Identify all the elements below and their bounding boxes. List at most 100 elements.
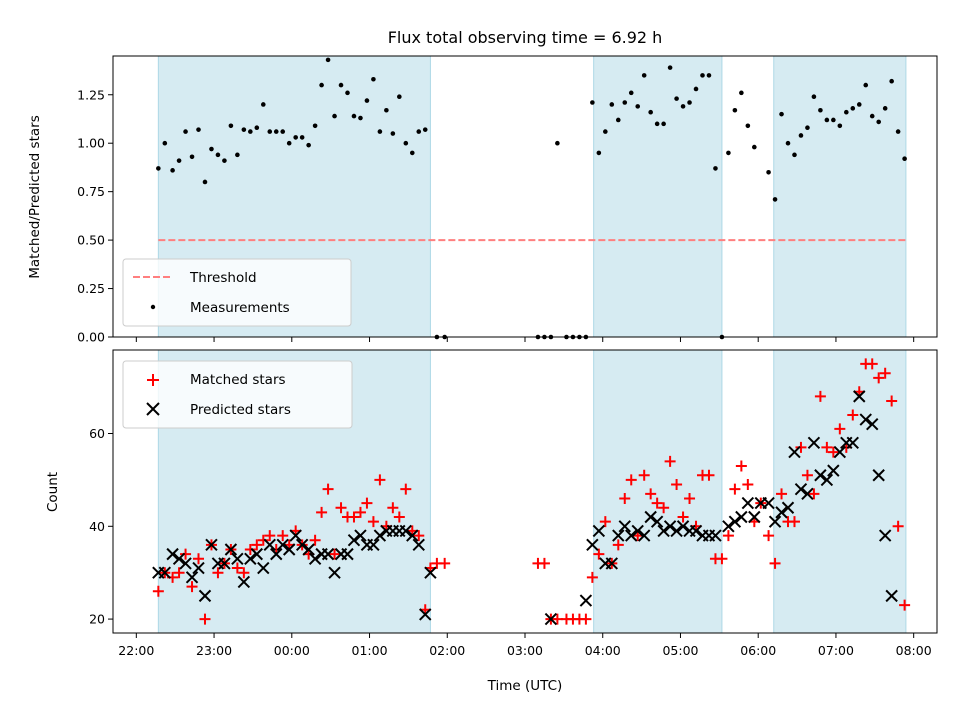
matched-star-point bbox=[316, 506, 328, 518]
measurement-point bbox=[811, 94, 817, 99]
matched-star-point bbox=[658, 502, 670, 514]
y-tick-label: 1.00 bbox=[77, 136, 105, 151]
chart-title: Flux total observing time = 6.92 h bbox=[388, 28, 663, 47]
matched-star-point bbox=[257, 534, 269, 546]
matched-star-point bbox=[244, 543, 256, 555]
measurement-point bbox=[345, 90, 350, 96]
predicted-star-point bbox=[728, 515, 742, 528]
predicted-star-point bbox=[347, 534, 361, 547]
observing-intervals bbox=[157, 349, 907, 634]
measurement-point bbox=[713, 166, 718, 171]
matched-star-point bbox=[199, 613, 211, 625]
matched-star-point bbox=[821, 441, 833, 453]
measurement-point bbox=[844, 109, 849, 115]
matched-star-point bbox=[677, 511, 689, 523]
measurement-point bbox=[805, 125, 810, 131]
matched-star-point bbox=[722, 530, 734, 542]
measurement-point bbox=[235, 152, 240, 158]
matched-star-point bbox=[866, 358, 878, 370]
count-y-axis-label: Count bbox=[45, 472, 61, 512]
measurement-point bbox=[622, 100, 628, 105]
y-tick-label: 0.25 bbox=[77, 281, 105, 296]
measurements-legend-label: Measurements bbox=[190, 300, 290, 316]
measurement-point bbox=[293, 135, 298, 140]
y-tick-label: 20 bbox=[89, 612, 105, 627]
measurement-point bbox=[850, 106, 856, 111]
matched-star-point bbox=[238, 567, 250, 579]
matched-star-point bbox=[329, 548, 341, 560]
predicted-star-point bbox=[846, 436, 859, 449]
matched-star-point bbox=[586, 571, 598, 583]
count-panel: 20 40 60 22:00 23:00 00:00 01:00 02:00 03:00 04:… bbox=[45, 349, 938, 694]
x-tick-label: 01:00 bbox=[352, 643, 388, 658]
predicted-star-point bbox=[302, 543, 315, 556]
measurement-point bbox=[609, 102, 615, 107]
measurement-point bbox=[183, 129, 188, 134]
measurement-point bbox=[889, 78, 894, 84]
ratio-y-axis: 0.00 0.25 0.50 0.75 1.00 1.25 bbox=[77, 87, 113, 345]
matched-star-point bbox=[180, 548, 192, 560]
measurements-legend-swatch bbox=[150, 304, 156, 310]
predicted-star-point bbox=[762, 496, 775, 510]
measurement-point bbox=[241, 127, 247, 132]
measurement-point bbox=[635, 104, 641, 109]
measurement-point bbox=[876, 119, 881, 125]
predicted-star-point bbox=[637, 529, 651, 542]
measurement-point bbox=[779, 111, 784, 117]
measurement-point bbox=[555, 140, 560, 146]
matched-star-point bbox=[361, 497, 373, 509]
measurement-point bbox=[286, 140, 292, 146]
matched-star-point bbox=[873, 372, 885, 384]
measurement-point bbox=[254, 125, 260, 131]
predicted-star-point bbox=[263, 538, 276, 552]
predicted-star-point bbox=[644, 510, 657, 524]
measurement-point bbox=[332, 113, 337, 119]
matched-star-point bbox=[212, 567, 224, 579]
predicted-legend-swatch bbox=[146, 402, 160, 416]
x-tick-label: 02:00 bbox=[429, 643, 465, 658]
measurement-point bbox=[260, 102, 266, 107]
x-axis-label: Time (UTC) bbox=[487, 678, 563, 694]
measurement-point bbox=[364, 98, 370, 103]
measurement-point bbox=[895, 129, 901, 134]
measurement-point bbox=[824, 117, 830, 123]
matched-star-point bbox=[619, 492, 631, 504]
predicted-star-point bbox=[218, 557, 231, 570]
predicted-star-point bbox=[579, 594, 593, 607]
predicted-star-point bbox=[244, 552, 257, 565]
measurement-point bbox=[726, 150, 731, 156]
y-tick-label: 0.75 bbox=[77, 184, 105, 199]
x-tick-label: 05:00 bbox=[662, 643, 698, 658]
ratio-legend-box bbox=[122, 258, 352, 327]
measurement-point bbox=[267, 129, 273, 134]
measurement-point bbox=[390, 131, 396, 136]
predicted-star-point bbox=[412, 538, 425, 552]
measurement-point bbox=[384, 107, 389, 113]
matched-star-point bbox=[735, 460, 747, 472]
measurement-point bbox=[377, 129, 383, 134]
observing-interval bbox=[773, 55, 907, 338]
predicted-star-point bbox=[788, 445, 801, 459]
predicted-star-point bbox=[172, 552, 186, 565]
matched-star-point bbox=[638, 469, 650, 481]
predicted-star-point bbox=[295, 538, 309, 552]
predicted-star-point bbox=[794, 482, 808, 496]
matched-star-point bbox=[612, 539, 624, 551]
predicted-star-point bbox=[709, 529, 722, 542]
measurement-point bbox=[273, 129, 279, 134]
matched-star-point bbox=[309, 534, 321, 546]
measurement-point bbox=[785, 140, 791, 146]
matched-star-point bbox=[651, 497, 663, 509]
measurement-point bbox=[680, 104, 686, 109]
matched-star-point bbox=[827, 446, 839, 458]
x-tick-label: 04:00 bbox=[585, 643, 621, 658]
measurement-point bbox=[397, 94, 402, 99]
predicted-star-point bbox=[605, 557, 619, 570]
observing-interval bbox=[593, 55, 723, 338]
matched-star-point bbox=[729, 483, 741, 495]
matched-star-point bbox=[879, 367, 891, 379]
predicted-star-point bbox=[735, 510, 748, 524]
measurement-point bbox=[869, 113, 875, 119]
predicted-star-point bbox=[775, 506, 788, 519]
